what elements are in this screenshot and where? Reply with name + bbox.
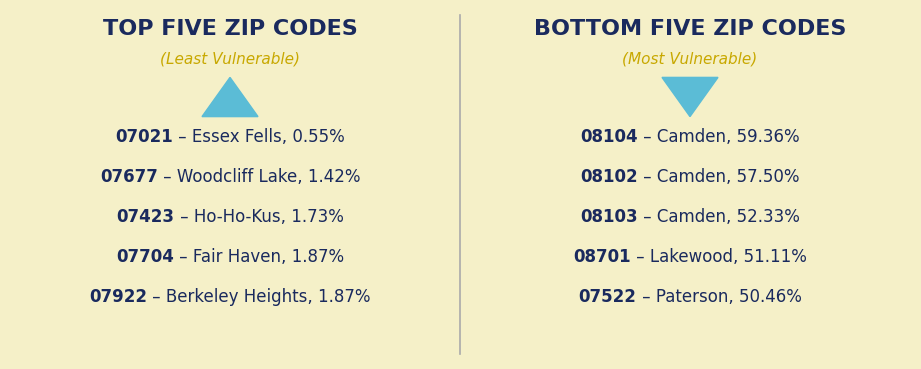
- Text: – Fair Haven, 1.87%: – Fair Haven, 1.87%: [174, 248, 344, 266]
- Text: 08701: 08701: [573, 248, 631, 266]
- Text: 07522: 07522: [578, 288, 636, 306]
- Text: (Least Vulnerable): (Least Vulnerable): [160, 51, 300, 66]
- Text: 07021: 07021: [115, 128, 173, 146]
- Text: 07922: 07922: [89, 288, 147, 306]
- Text: 08103: 08103: [580, 208, 638, 226]
- Text: 07423: 07423: [117, 208, 175, 226]
- Text: – Paterson, 50.46%: – Paterson, 50.46%: [636, 288, 801, 306]
- Text: – Woodcliff Lake, 1.42%: – Woodcliff Lake, 1.42%: [157, 168, 360, 186]
- Text: TOP FIVE ZIP CODES: TOP FIVE ZIP CODES: [102, 19, 357, 39]
- Text: – Camden, 59.36%: – Camden, 59.36%: [638, 128, 799, 146]
- Text: 07704: 07704: [116, 248, 174, 266]
- Polygon shape: [662, 77, 718, 117]
- Text: 08104: 08104: [580, 128, 638, 146]
- Text: – Camden, 57.50%: – Camden, 57.50%: [638, 168, 799, 186]
- Text: – Essex Fells, 0.55%: – Essex Fells, 0.55%: [173, 128, 344, 146]
- Text: (Most Vulnerable): (Most Vulnerable): [623, 51, 758, 66]
- Text: – Camden, 52.33%: – Camden, 52.33%: [638, 208, 799, 226]
- Text: – Lakewood, 51.11%: – Lakewood, 51.11%: [631, 248, 807, 266]
- Text: BOTTOM FIVE ZIP CODES: BOTTOM FIVE ZIP CODES: [534, 19, 846, 39]
- Polygon shape: [202, 77, 258, 117]
- Text: – Berkeley Heights, 1.87%: – Berkeley Heights, 1.87%: [147, 288, 371, 306]
- Text: 07677: 07677: [99, 168, 157, 186]
- Text: 08102: 08102: [580, 168, 638, 186]
- Text: – Ho-Ho-Kus, 1.73%: – Ho-Ho-Kus, 1.73%: [175, 208, 344, 226]
